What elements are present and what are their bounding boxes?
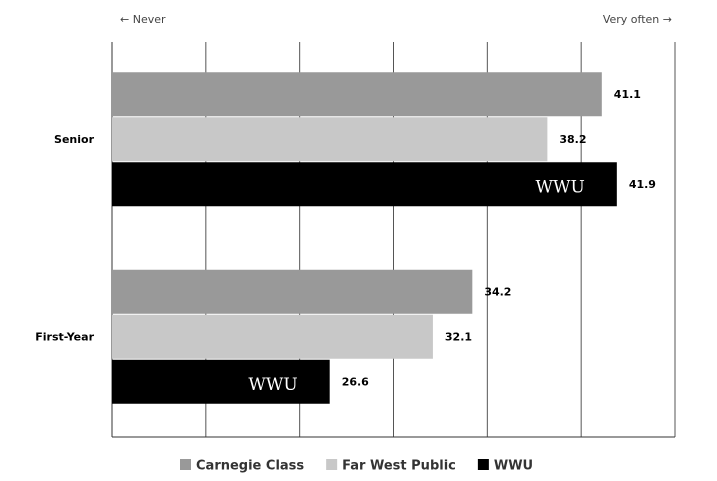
bar: [112, 359, 330, 404]
value-label: 41.1: [614, 88, 641, 101]
legend-swatch: [326, 459, 338, 470]
category-label: First-Year: [35, 330, 94, 343]
legend-label: WWU: [494, 459, 533, 474]
bar: [112, 162, 617, 207]
annotation-never: ← Never: [120, 13, 166, 26]
value-label: 26.6: [342, 375, 369, 388]
value-label: 34.2: [484, 285, 511, 298]
bar: [112, 72, 602, 117]
bar: [112, 314, 433, 359]
value-label: 41.9: [629, 178, 656, 191]
legend-label: Far West Public: [342, 459, 456, 474]
legend-swatch: [477, 459, 489, 470]
bar-name-label: WWU: [536, 177, 585, 197]
value-label: 32.1: [445, 330, 472, 343]
legend-swatch: [180, 459, 191, 470]
annotation-very-often: Very often →: [603, 13, 672, 26]
value-label: 38.2: [559, 133, 586, 146]
bar: [112, 117, 548, 162]
bar-name-label: WWU: [248, 375, 297, 395]
category-label: Senior: [54, 133, 95, 146]
bar: [112, 269, 473, 314]
legend-label: Carnegie Class: [196, 459, 304, 474]
